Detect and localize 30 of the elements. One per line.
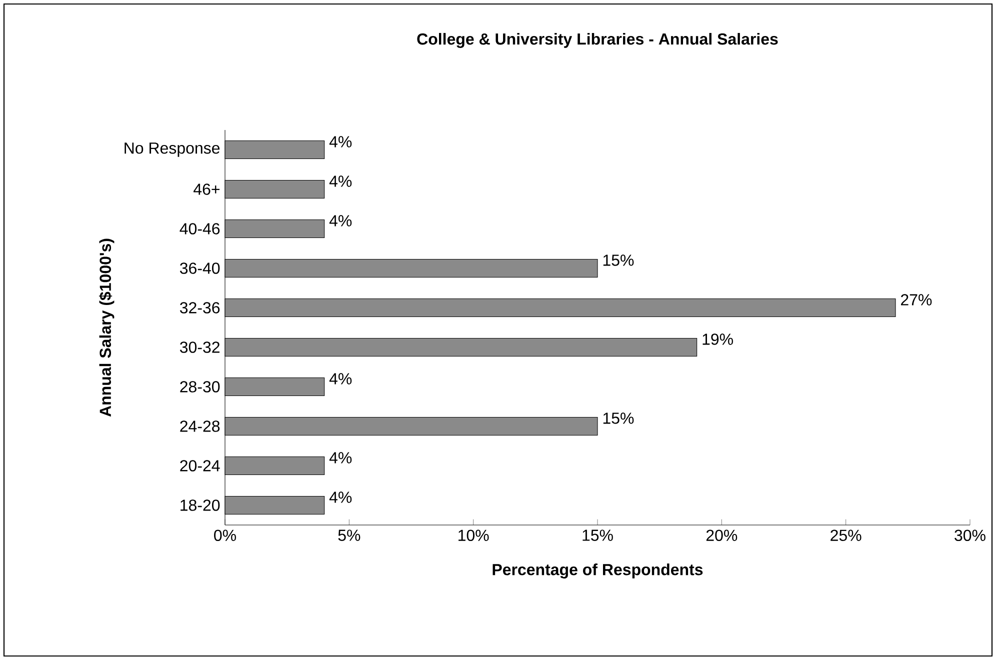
data-label: 4%: [329, 452, 352, 464]
x-tick-label: 15%: [582, 530, 613, 541]
data-label: 4%: [329, 215, 352, 226]
y-tick-label: 46+: [194, 184, 220, 195]
y-tick-label: 24-28: [180, 420, 220, 432]
y-tick-label: 20-24: [180, 460, 220, 472]
x-tick-label: 30%: [954, 530, 986, 542]
y-tick-label: 40-46: [180, 223, 220, 234]
chart-title: College & University Libraries - Annual Salaries: [417, 32, 778, 48]
data-label: 15%: [603, 412, 634, 424]
y-tick-label: 28-30: [180, 381, 220, 392]
y-tick-label: No Response: [124, 142, 220, 157]
x-tick-label: 5%: [338, 530, 360, 541]
data-label: 15%: [603, 254, 634, 266]
data-label: 27%: [901, 294, 932, 306]
x-axis-title: Percentage of Respondents: [492, 564, 703, 578]
data-label: 4%: [329, 176, 352, 187]
x-tick-label: 20%: [706, 530, 738, 542]
y-tick-label: 30-32: [180, 342, 220, 353]
data-label: 4%: [329, 492, 352, 503]
data-label: 4%: [329, 136, 352, 148]
y-tick-label: 36-40: [180, 262, 220, 274]
data-label: 4%: [329, 373, 352, 384]
x-tick-label: 0%: [214, 530, 236, 542]
y-tick-label: 32-36: [180, 302, 220, 314]
x-tick-label: 25%: [830, 530, 862, 542]
y-axis-title: Annual Salary ($1000's): [99, 238, 114, 417]
y-tick-label: 18-20: [180, 500, 220, 511]
x-tick-label: 10%: [458, 530, 489, 542]
data-label: 19%: [702, 334, 733, 345]
